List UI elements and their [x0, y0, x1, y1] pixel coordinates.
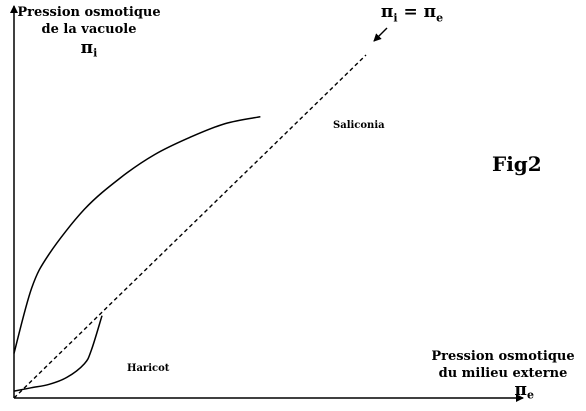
reference-label-arrow	[373, 27, 388, 42]
y-axis-label-line2: de la vacuole	[41, 22, 137, 37]
x-axis-symbol: πe	[420, 382, 586, 404]
x-axis-subscript: e	[527, 388, 534, 402]
ref-sub-left: i	[393, 11, 398, 25]
reference-line-label: πi = πe	[362, 4, 462, 26]
x-axis-label-line2: du milieu externe	[438, 366, 568, 381]
ref-equals: =	[397, 2, 424, 22]
y-axis-label-line1: Pression osmotique	[17, 5, 161, 20]
figure-label: Fig2	[492, 152, 542, 176]
y-axis-subscript: i	[93, 46, 98, 60]
y-axis-pi: π	[80, 38, 94, 58]
ref-sub-right: e	[436, 11, 444, 25]
series-line-haricot	[13, 315, 103, 392]
x-axis-label: Pression osmotique du milieu externe πe	[420, 348, 586, 404]
x-axis-label-line1: Pression osmotique	[431, 349, 575, 364]
series-label-haricot: Haricot	[127, 363, 170, 374]
series-line-saliconia	[13, 115, 261, 354]
reference-line	[13, 54, 367, 399]
y-axis-symbol: πi	[4, 40, 174, 62]
ref-pi-left: π	[380, 2, 394, 22]
series-label-saliconia: Saliconia	[333, 120, 385, 131]
x-axis-pi: π	[514, 380, 527, 400]
y-axis-label: Pression osmotique de la vacuole πi	[4, 4, 174, 62]
ref-pi-right: π	[423, 2, 437, 22]
